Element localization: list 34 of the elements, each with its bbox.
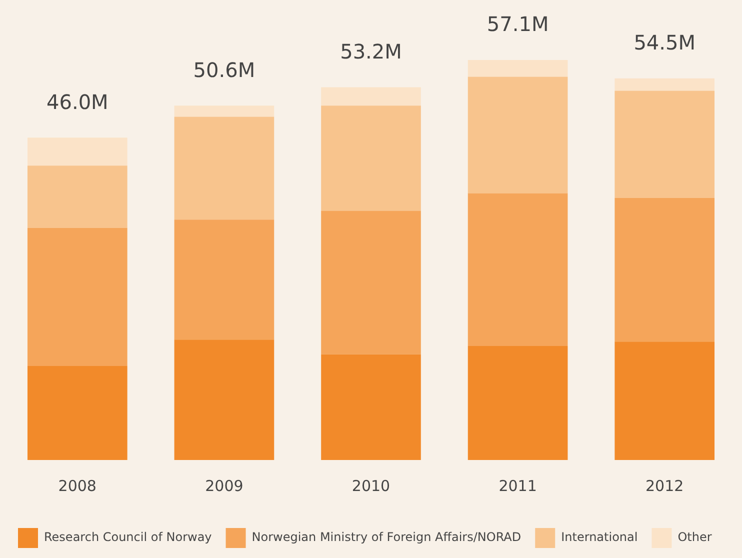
bar	[27, 138, 128, 166]
legend-label: Other	[678, 530, 712, 544]
x-tick-label: 2010	[352, 476, 390, 495]
bar	[27, 366, 128, 460]
x-tick-label: 2012	[646, 476, 684, 495]
bar	[321, 87, 421, 106]
bar	[174, 106, 274, 117]
annotation: 46.0M	[46, 90, 108, 114]
bar	[174, 340, 274, 460]
bar	[174, 220, 274, 340]
annotation: 57.1M	[486, 12, 549, 36]
bar	[174, 116, 274, 220]
bar	[321, 354, 421, 460]
bar	[614, 198, 715, 342]
annotation: 53.2M	[340, 39, 402, 64]
x-tick-label: 2011	[498, 476, 537, 495]
bar	[468, 76, 568, 194]
legend-label: International	[561, 530, 638, 544]
bar	[614, 90, 715, 198]
bar	[468, 193, 568, 346]
annotation: 50.6M	[193, 58, 256, 82]
annotation: 54.5M	[634, 30, 696, 55]
bar	[321, 210, 421, 354]
bar	[468, 346, 568, 460]
legend-label: Norwegian Ministry of Foreign Affairs/NORAD	[252, 530, 522, 544]
bar	[468, 60, 568, 77]
bar	[321, 106, 421, 211]
bar	[27, 228, 128, 366]
legend-label: Research Council of Norway	[44, 530, 212, 544]
x-tick-label: 2009	[205, 476, 244, 495]
bar	[27, 166, 128, 228]
bar	[614, 78, 715, 91]
bar	[614, 342, 715, 460]
x-tick-label: 2008	[58, 476, 96, 495]
